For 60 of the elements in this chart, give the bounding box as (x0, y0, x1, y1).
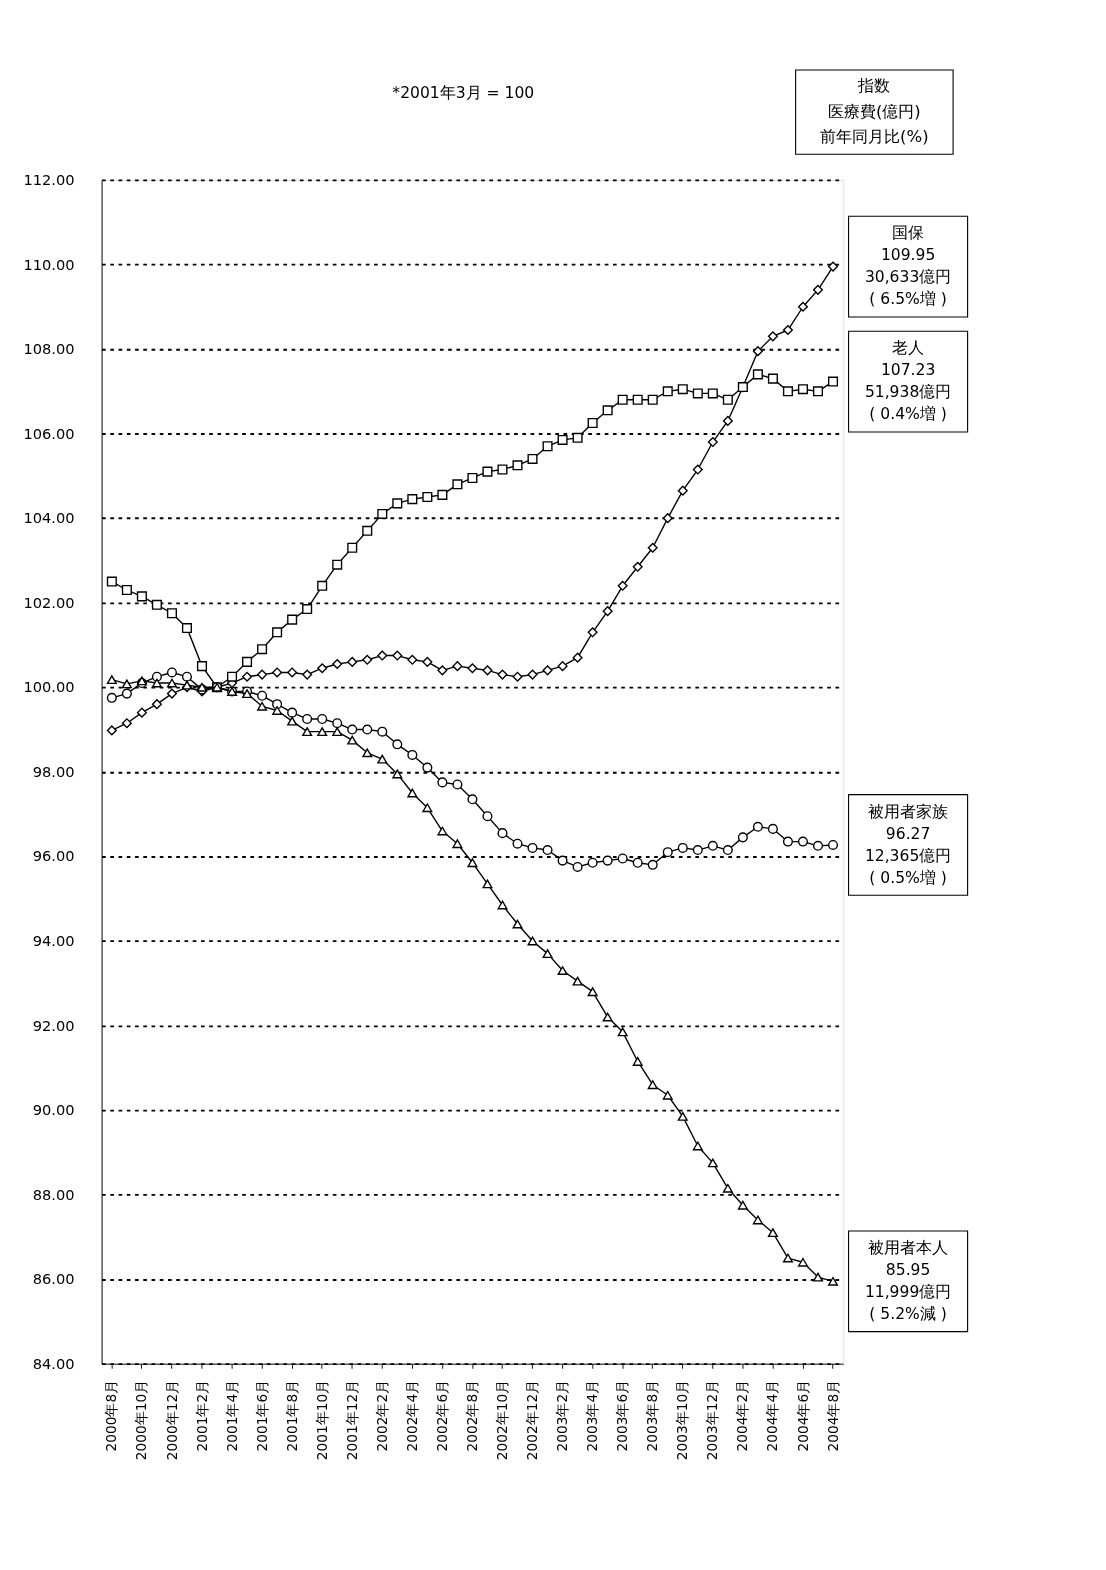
y-tick-label: 94.00 (32, 931, 75, 949)
text: 国保 (892, 224, 925, 243)
y-tick-label: 98.00 (32, 762, 75, 780)
x-tick-label: 2002年6月 (433, 1379, 450, 1452)
y-tick-label: 104.00 (23, 509, 75, 527)
y-tick-label: 106.00 (23, 424, 75, 442)
x-tick-label: 2003年2月 (554, 1379, 571, 1452)
chart-subtitle: *2001年3月 = 100 (392, 83, 535, 102)
text: 85.95 (885, 1260, 931, 1279)
x-tick-label: 2003年8月 (644, 1379, 661, 1452)
text: ( 5.2%減 ) (869, 1304, 947, 1323)
x-tick-label: 2003年10月 (674, 1379, 691, 1461)
y-tick-label: 96.00 (32, 847, 75, 865)
text: 30,633億円 (864, 268, 952, 287)
text: 前年同月比(%) (820, 127, 929, 147)
text: 指数 (857, 76, 891, 96)
text: 被用者家族 (868, 802, 949, 821)
x-tick-label: 2004年2月 (734, 1379, 751, 1452)
x-tick-label: 2004年6月 (794, 1379, 811, 1452)
text: 51,938億円 (864, 383, 952, 402)
text: 12,365億円 (864, 846, 952, 865)
text: 老人 (892, 339, 925, 358)
x-tick-label: 2003年12月 (704, 1379, 721, 1461)
x-tick-label: 2000年12月 (163, 1379, 180, 1461)
y-tick-label: 86.00 (32, 1270, 75, 1288)
y-tick-label: 90.00 (32, 1101, 75, 1119)
y-tick-label: 108.00 (23, 340, 75, 358)
y-tick-label: 112.00 (23, 170, 75, 188)
x-tick-label: 2001年2月 (193, 1379, 210, 1452)
x-tick-label: 2002年2月 (373, 1379, 390, 1452)
x-tick-label: 2002年10月 (494, 1379, 511, 1461)
text: 医療費(億円) (827, 101, 921, 121)
x-tick-label: 2000年10月 (133, 1379, 150, 1461)
text: ( 6.5%増 ) (869, 290, 947, 309)
x-tick-label: 2002年4月 (403, 1379, 420, 1452)
x-tick-label: 2001年12月 (343, 1379, 360, 1461)
y-tick-label: 88.00 (32, 1185, 75, 1203)
text: 107.23 (880, 361, 936, 380)
x-tick-label: 2003年6月 (614, 1379, 631, 1452)
x-tick-label: 2001年6月 (253, 1379, 270, 1452)
y-tick-label: 100.00 (23, 678, 75, 696)
text: ( 0.5%増 ) (869, 868, 947, 887)
x-tick-label: 2004年8月 (824, 1379, 841, 1452)
text: 96.27 (885, 824, 931, 843)
x-tick-label: 2001年10月 (313, 1379, 330, 1461)
x-tick-label: 2000年8月 (103, 1379, 120, 1452)
text: 被用者本人 (868, 1238, 949, 1257)
text: 109.95 (880, 246, 936, 265)
x-tick-label: 2001年4月 (223, 1379, 240, 1452)
x-tick-label: 2001年8月 (283, 1379, 300, 1452)
y-tick-label: 102.00 (23, 593, 75, 611)
y-tick-label: 110.00 (23, 255, 75, 273)
text: ( 0.4%増 ) (869, 405, 947, 424)
x-tick-label: 2004年4月 (764, 1379, 781, 1452)
y-tick-label: 92.00 (32, 1016, 75, 1034)
x-tick-label: 2002年8月 (464, 1379, 481, 1452)
x-tick-label: 2002年12月 (524, 1379, 541, 1461)
x-tick-label: 2003年4月 (584, 1379, 601, 1452)
y-tick-label: 84.00 (32, 1354, 75, 1372)
text: 11,999億円 (864, 1282, 952, 1301)
